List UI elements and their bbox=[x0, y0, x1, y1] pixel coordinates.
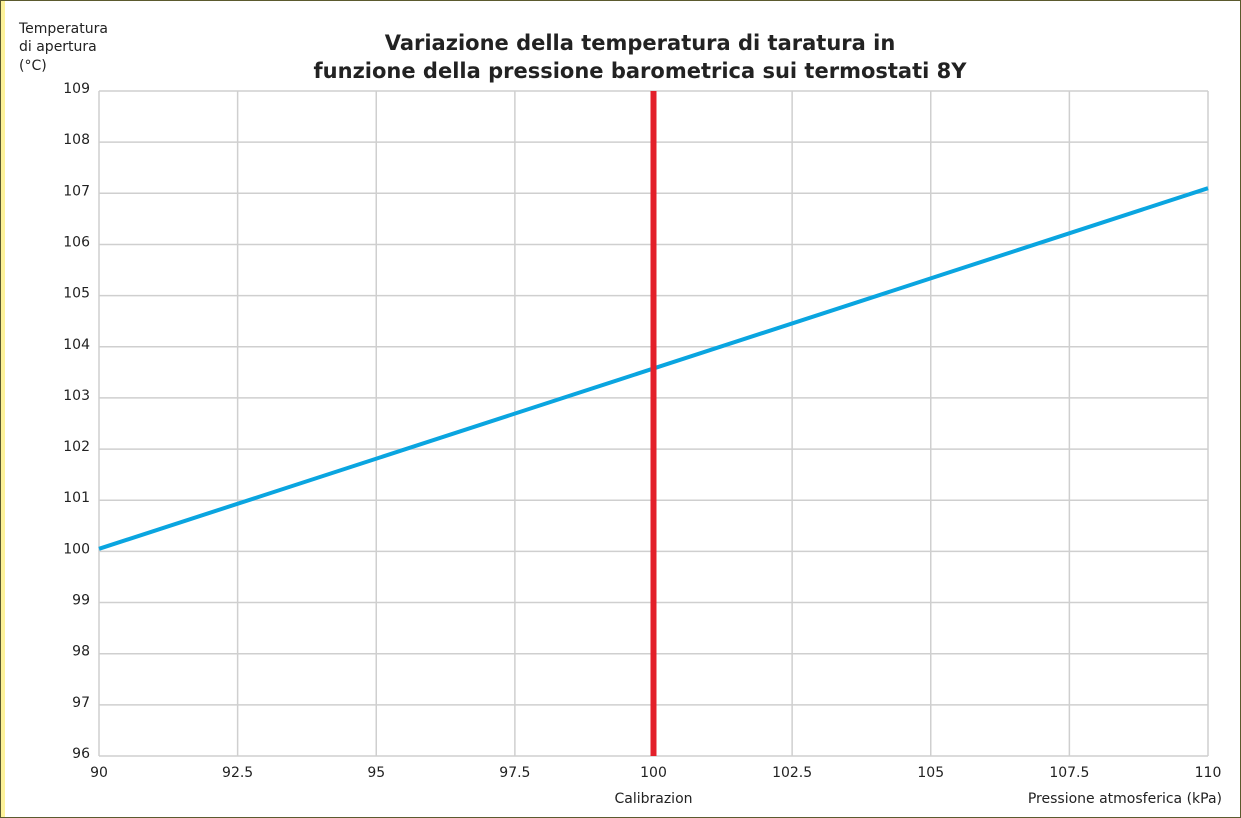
y-axis-label: Temperatura bbox=[18, 21, 108, 37]
calibration-label: Calibrazion bbox=[614, 791, 692, 807]
x-axis-label: Pressione atmosferica (kPa) bbox=[1028, 791, 1222, 807]
y-tick-label: 104 bbox=[63, 337, 90, 353]
y-axis-label: di apertura bbox=[19, 39, 97, 55]
x-tick-label: 92.5 bbox=[222, 765, 253, 781]
y-tick-label: 105 bbox=[63, 286, 90, 302]
y-tick-label: 100 bbox=[63, 541, 90, 557]
y-tick-label: 97 bbox=[72, 695, 90, 711]
x-tick-label: 105 bbox=[917, 765, 944, 781]
y-axis-label: (°C) bbox=[19, 58, 47, 74]
y-tick-label: 106 bbox=[63, 234, 90, 250]
y-tick-label: 98 bbox=[72, 644, 90, 660]
y-tick-label: 107 bbox=[63, 183, 90, 199]
chart-title: funzione della pressione barometrica sui… bbox=[314, 59, 968, 83]
x-tick-label: 102.5 bbox=[772, 765, 812, 781]
y-tick-label: 96 bbox=[72, 746, 90, 762]
side-strip bbox=[1, 1, 5, 817]
y-tick-label: 99 bbox=[72, 593, 90, 609]
x-tick-label: 100 bbox=[640, 765, 667, 781]
y-tick-label: 108 bbox=[63, 132, 90, 148]
y-tick-label: 109 bbox=[63, 81, 90, 97]
x-tick-label: 95 bbox=[367, 765, 385, 781]
x-tick-label: 97.5 bbox=[499, 765, 530, 781]
y-tick-label: 102 bbox=[63, 439, 90, 455]
x-tick-label: 107.5 bbox=[1049, 765, 1089, 781]
chart-title: Variazione della temperatura di taratura… bbox=[385, 31, 896, 55]
y-tick-label: 103 bbox=[63, 388, 90, 404]
x-tick-label: 110 bbox=[1195, 765, 1222, 781]
x-tick-label: 90 bbox=[90, 765, 108, 781]
y-tick-label: 101 bbox=[63, 490, 90, 506]
